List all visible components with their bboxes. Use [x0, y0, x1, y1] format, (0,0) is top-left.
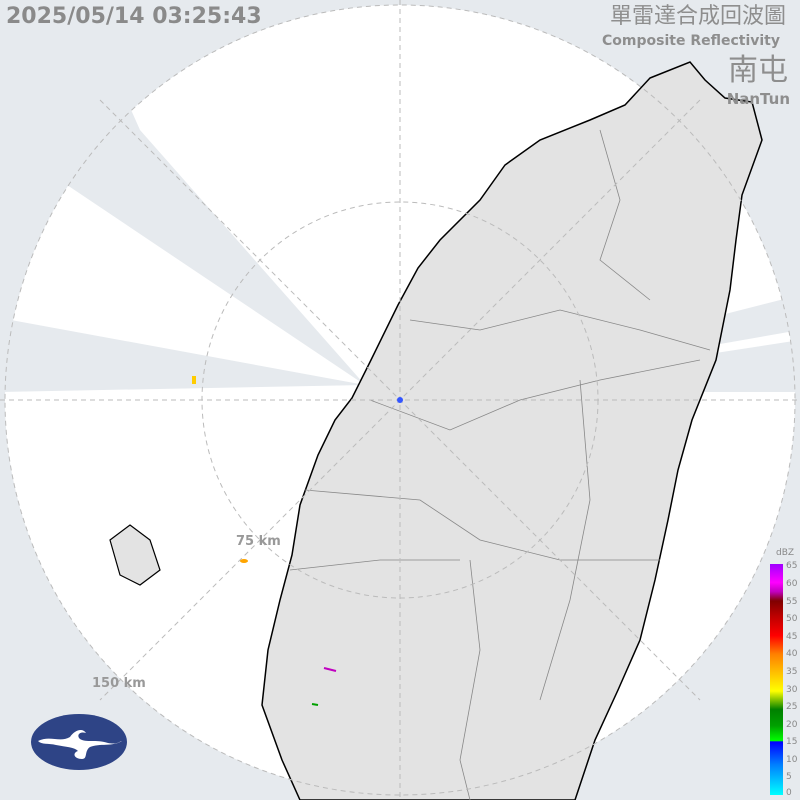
timestamp: 2025/05/14 03:25:43: [6, 4, 262, 29]
echo: [240, 559, 248, 563]
legend-tick: 40: [786, 649, 798, 659]
legend-tick: 5: [786, 772, 792, 782]
station-name-chinese: 南屯: [728, 53, 788, 88]
title-english: Composite Reflectivity: [602, 33, 780, 49]
legend-tick: 50: [786, 614, 798, 624]
station-name-english: NanTun: [726, 90, 790, 108]
legend-tick: 10: [786, 755, 798, 765]
legend-tick: 45: [786, 632, 798, 642]
legend-unit: dBZ: [776, 548, 795, 558]
blocked-sector-nw: [0, 40, 365, 385]
legend-tick: 60: [786, 579, 798, 589]
cwa-logo: [31, 714, 127, 770]
taiwan-land: [261, 61, 763, 800]
radar-site: [397, 397, 403, 403]
county-boundaries: [289, 129, 711, 800]
legend-color-bar: [770, 564, 783, 795]
legend-tick: 20: [786, 720, 798, 730]
echo: [192, 376, 196, 384]
penghu-islands: [109, 524, 161, 586]
legend-tick: 65: [786, 561, 798, 571]
range-label-75: 75 km: [236, 534, 281, 549]
legend-tick: 15: [786, 737, 798, 747]
legend-tick: 30: [786, 685, 798, 695]
title-chinese: 單雷達合成回波圖: [609, 4, 786, 29]
echo: [323, 667, 337, 672]
legend-tick: 35: [786, 667, 798, 677]
dbz-legend: dBZ 65 60 55 50 45 40 35 30 25 20 15 10 …: [768, 548, 800, 800]
blocked-sector-w: [0, 318, 365, 392]
range-label-150: 150 km: [92, 676, 146, 691]
legend-tick: 0: [786, 788, 792, 798]
legend-tick: 55: [786, 597, 798, 607]
echo: [311, 703, 319, 706]
legend-tick: 25: [786, 702, 798, 712]
